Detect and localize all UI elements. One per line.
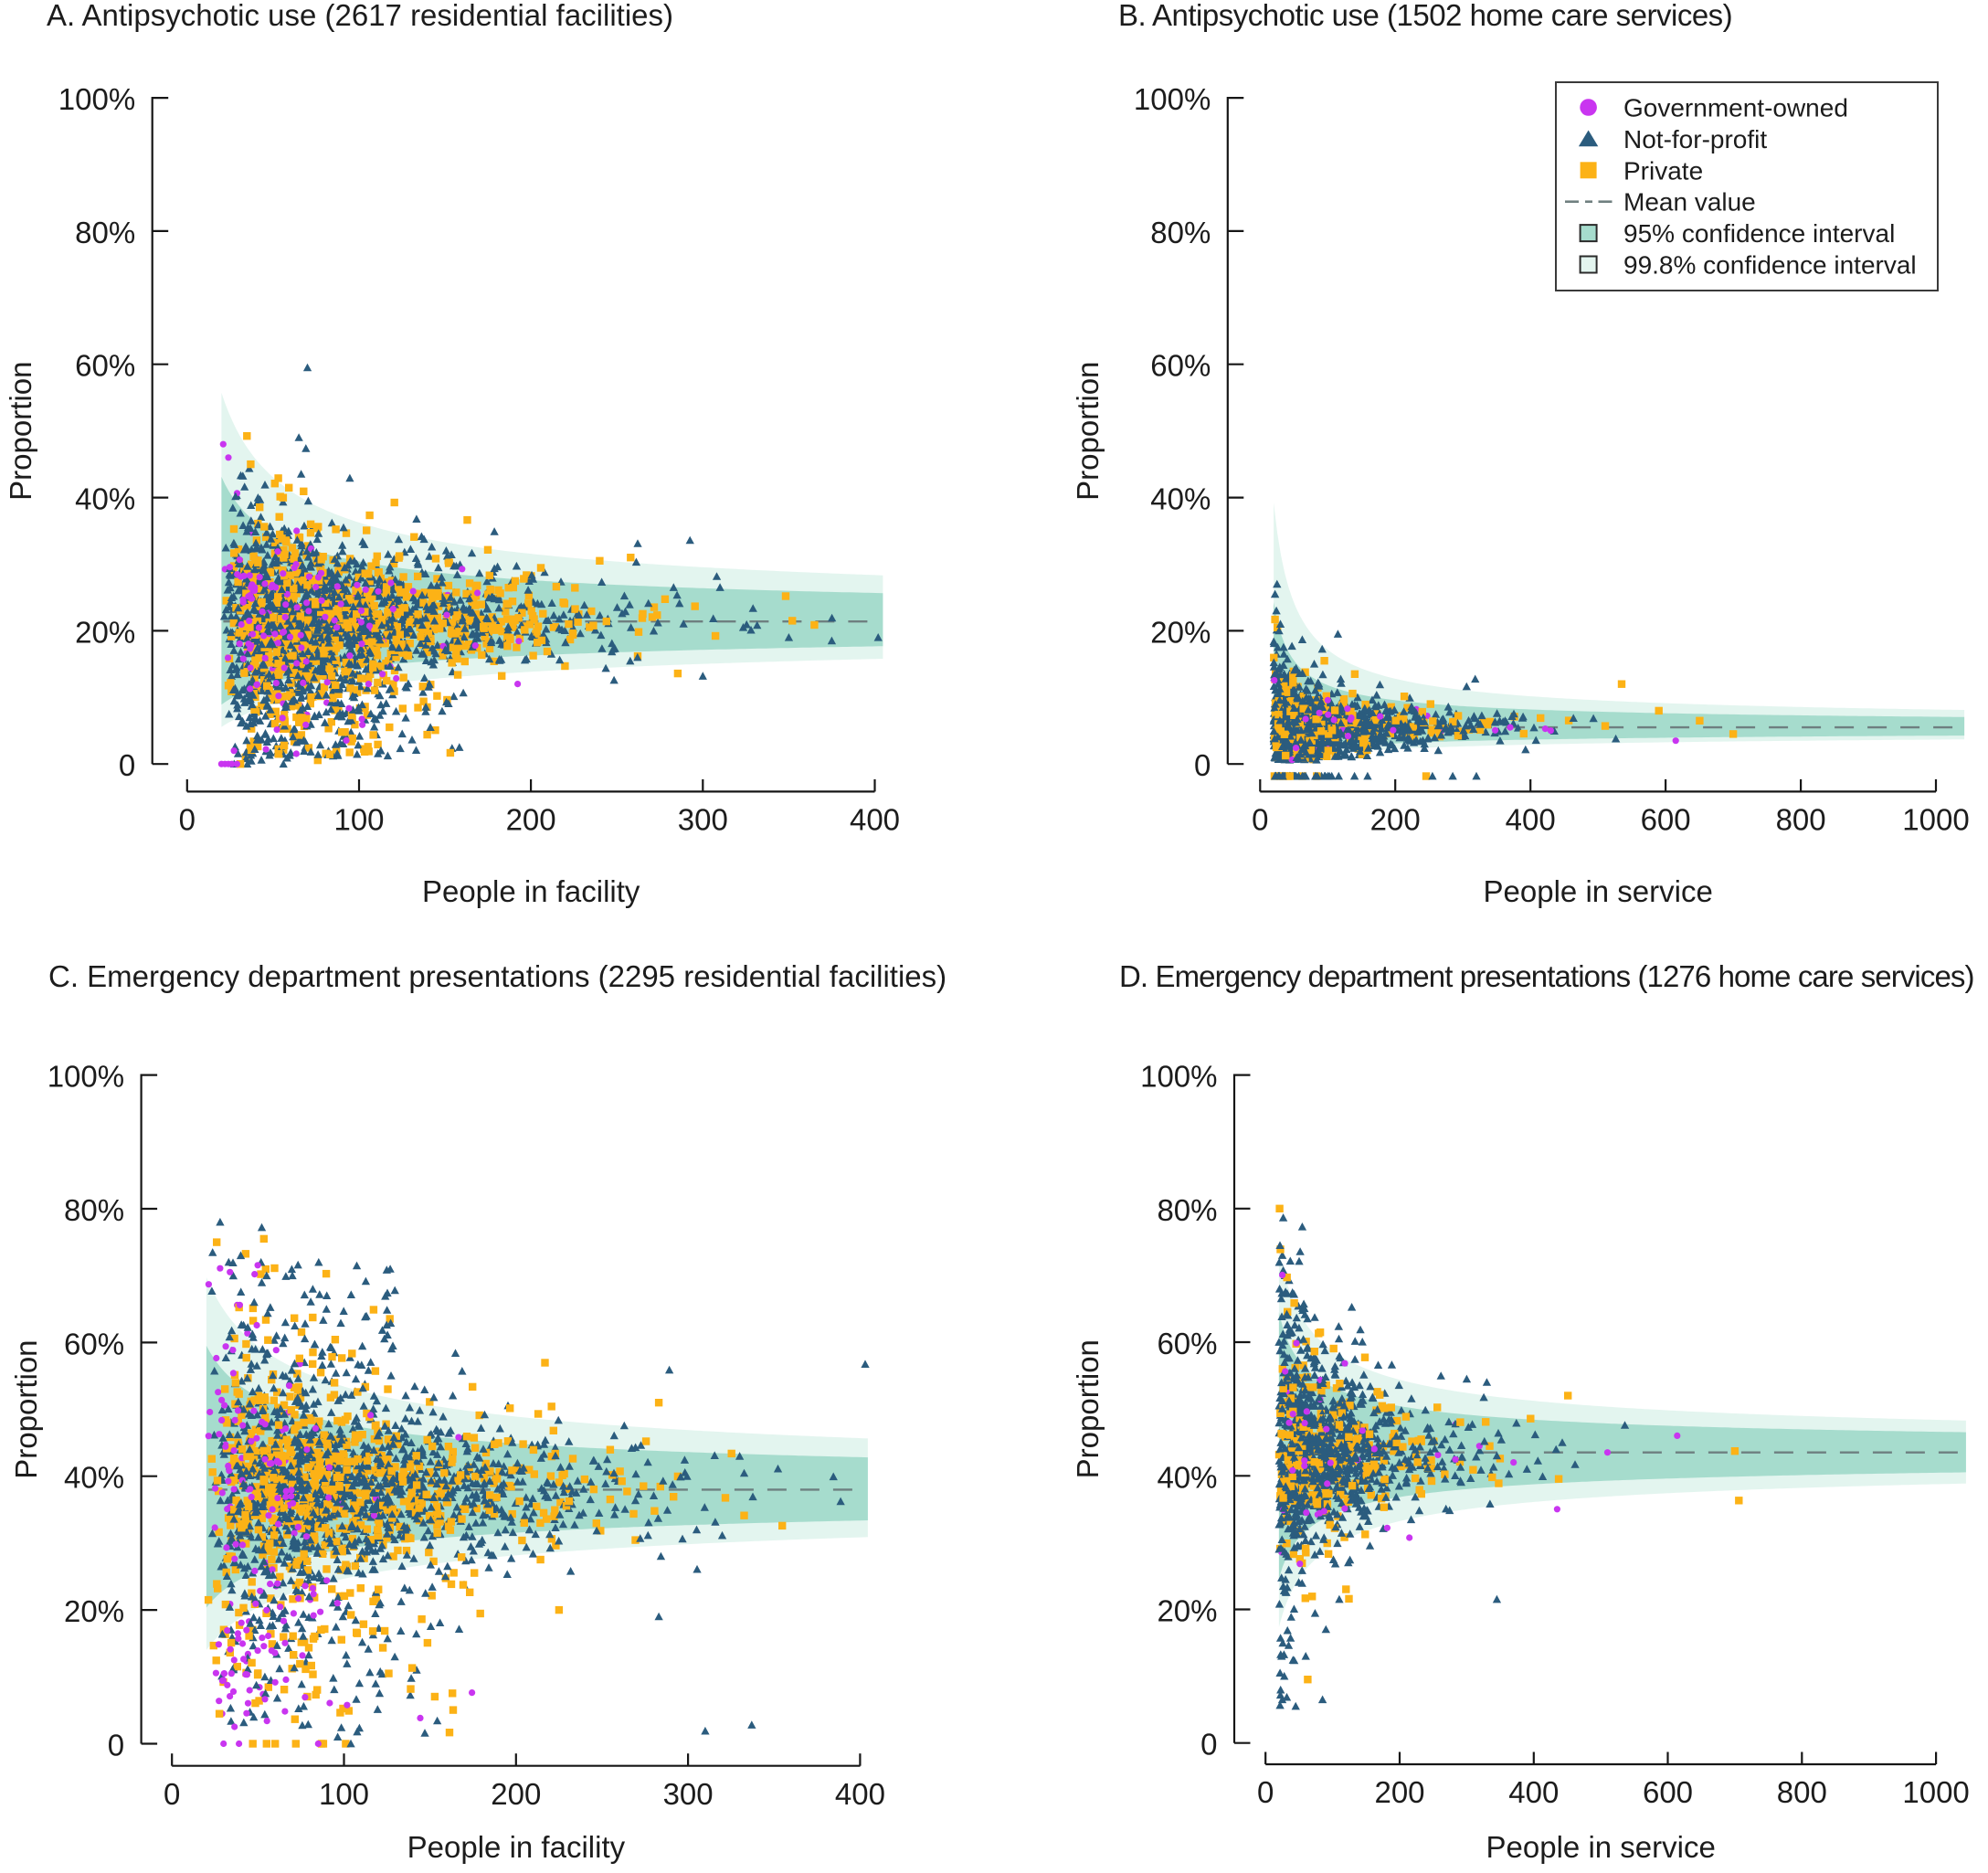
svg-text:400: 400: [1506, 803, 1556, 837]
svg-text:400: 400: [1508, 1775, 1559, 1809]
svg-text:0: 0: [1194, 748, 1211, 782]
svg-text:Proportion: Proportion: [1071, 362, 1105, 501]
svg-text:1000: 1000: [1902, 803, 1969, 837]
svg-text:Proportion: Proportion: [4, 362, 37, 501]
svg-text:200: 200: [491, 1777, 541, 1811]
svg-text:Proportion: Proportion: [9, 1339, 43, 1478]
svg-text:800: 800: [1776, 803, 1826, 837]
svg-text:People in facility: People in facility: [407, 1830, 626, 1864]
svg-text:Proportion: Proportion: [1071, 1339, 1105, 1478]
svg-text:40%: 40%: [1157, 1460, 1217, 1494]
svg-text:100%: 100%: [1140, 1060, 1217, 1094]
svg-text:0: 0: [164, 1777, 180, 1811]
svg-text:0: 0: [1257, 1775, 1274, 1809]
svg-text:80%: 80%: [64, 1193, 124, 1227]
svg-text:People in service: People in service: [1484, 874, 1713, 908]
svg-text:80%: 80%: [75, 216, 135, 249]
svg-text:People in service: People in service: [1486, 1830, 1716, 1864]
svg-text:60%: 60%: [64, 1327, 124, 1360]
svg-text:80%: 80%: [1150, 216, 1211, 249]
svg-text:People in facility: People in facility: [422, 874, 640, 908]
svg-text:100%: 100%: [1134, 82, 1211, 116]
svg-text:0: 0: [1252, 803, 1268, 837]
svg-text:60%: 60%: [1150, 349, 1211, 383]
svg-text:200: 200: [1370, 803, 1421, 837]
svg-text:Private: Private: [1623, 156, 1703, 185]
svg-text:0: 0: [108, 1729, 124, 1762]
svg-text:40%: 40%: [1150, 482, 1211, 516]
svg-text:200: 200: [1374, 1775, 1424, 1809]
svg-text:100: 100: [333, 803, 384, 837]
svg-text:Government-owned: Government-owned: [1623, 94, 1848, 122]
svg-text:0: 0: [179, 803, 196, 837]
svg-text:40%: 40%: [75, 482, 135, 516]
svg-text:800: 800: [1777, 1775, 1827, 1809]
svg-text:600: 600: [1641, 803, 1691, 837]
svg-text:100%: 100%: [58, 82, 135, 116]
svg-text:95% confidence interval: 95% confidence interval: [1623, 219, 1895, 248]
svg-text:A. Antipsychotic use (2617 res: A. Antipsychotic use (2617 residential f…: [47, 0, 673, 32]
svg-text:C. Emergency department presen: C. Emergency department presentations (2…: [48, 959, 946, 993]
svg-text:300: 300: [678, 803, 728, 837]
svg-text:B. Antipsychotic use (1502 hom: B. Antipsychotic use (1502 home care ser…: [1118, 0, 1732, 32]
svg-text:400: 400: [850, 803, 900, 837]
svg-text:0: 0: [1200, 1728, 1217, 1762]
svg-text:600: 600: [1643, 1775, 1693, 1809]
svg-text:60%: 60%: [1157, 1327, 1217, 1360]
svg-text:D. Emergency department presen: D. Emergency department presentations (1…: [1119, 959, 1974, 993]
svg-text:20%: 20%: [75, 615, 135, 649]
svg-text:99.8% confidence interval: 99.8% confidence interval: [1623, 251, 1917, 280]
svg-text:0: 0: [119, 748, 135, 782]
svg-text:60%: 60%: [75, 349, 135, 383]
svg-text:100: 100: [319, 1777, 369, 1811]
svg-text:Mean value: Mean value: [1623, 188, 1756, 217]
svg-text:300: 300: [663, 1777, 714, 1811]
svg-text:20%: 20%: [1150, 615, 1211, 649]
svg-text:40%: 40%: [64, 1461, 124, 1495]
svg-text:80%: 80%: [1157, 1193, 1217, 1227]
svg-text:20%: 20%: [1157, 1594, 1217, 1628]
svg-text:400: 400: [835, 1777, 885, 1811]
svg-text:1000: 1000: [1902, 1775, 1969, 1809]
svg-text:20%: 20%: [64, 1594, 124, 1628]
svg-text:Not-for-profit: Not-for-profit: [1623, 125, 1767, 153]
svg-text:200: 200: [506, 803, 556, 837]
svg-text:100%: 100%: [48, 1060, 124, 1094]
